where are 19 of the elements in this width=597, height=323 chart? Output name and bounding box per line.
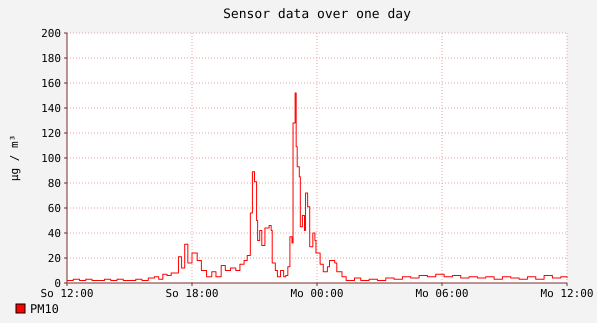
legend-label: PM10	[30, 302, 59, 316]
x-tick-label: So 18:00	[166, 287, 218, 300]
x-tick-label: Mo 12:00	[540, 287, 594, 300]
y-tick-label: 180	[41, 52, 61, 65]
y-tick-label: 140	[41, 102, 61, 115]
y-tick-label: 120	[41, 126, 61, 140]
y-tick-label: 60	[48, 202, 61, 215]
y-tick-label: 200	[41, 26, 61, 40]
y-tick-label: 80	[48, 176, 61, 190]
y-axis-title: µg / m³	[8, 134, 21, 182]
x-tick-label: Mo 00:00	[290, 287, 344, 300]
chart-title: Sensor data over one day	[223, 7, 412, 22]
x-tick-label: Mo 06:00	[416, 287, 468, 300]
x-tick-label: So 12:00	[40, 287, 94, 300]
y-tick-label: 40	[48, 226, 61, 240]
y-tick-label: 160	[41, 76, 61, 90]
y-tick-label: 100	[41, 152, 61, 165]
y-tick-label: 0	[54, 276, 61, 290]
y-tick-label: 20	[48, 252, 61, 265]
